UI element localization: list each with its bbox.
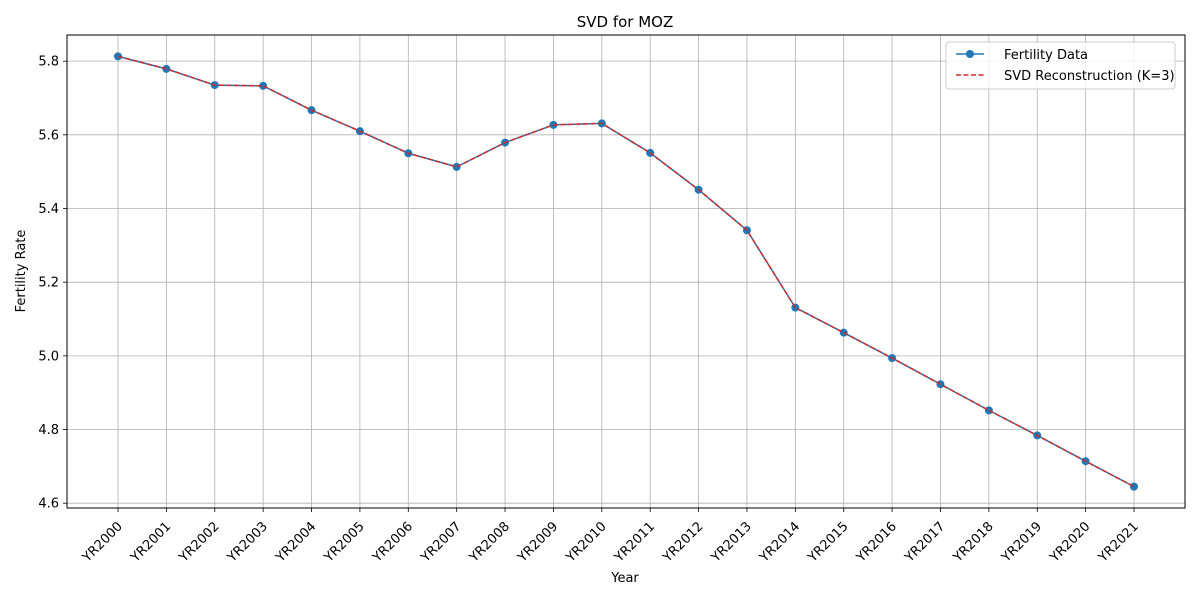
fertility-data-point — [1130, 482, 1138, 491]
series-layer — [114, 52, 1138, 491]
y-tick-label: 5.2 — [38, 276, 59, 291]
plot-frame — [66, 34, 1186, 509]
legend: Fertility Data SVD Reconstruction (K=3) — [945, 41, 1176, 90]
y-tick-label: 5.0 — [38, 349, 59, 364]
chart-title: SVD for MOZ — [577, 13, 674, 31]
y-tick-label: 5.4 — [38, 202, 59, 217]
y-tick-label: 4.6 — [38, 497, 59, 512]
fertility-data-point — [791, 303, 800, 312]
fertility-data-point — [259, 81, 268, 90]
y-tick-label: 5.8 — [38, 55, 59, 70]
legend-svd-label: SVD Reconstruction (K=3) — [1004, 69, 1175, 84]
fertility-data-point — [452, 162, 461, 171]
x-axis-label: Year — [610, 571, 639, 586]
y-tick-label: 5.6 — [38, 128, 59, 143]
legend-fertility-label: Fertility Data — [1004, 48, 1088, 63]
legend-fertility-marker — [966, 50, 974, 58]
fertility-data-point — [984, 406, 993, 415]
svd-reconstruction-line — [117, 55, 1135, 488]
y-axis-ticks: 4.6 4.8 5.0 5.2 5.4 5.6 5.8 — [38, 55, 67, 512]
legend-box — [945, 41, 1176, 90]
y-axis-label: Fertility Rate — [14, 230, 29, 313]
y-tick-label: 4.8 — [38, 423, 59, 438]
